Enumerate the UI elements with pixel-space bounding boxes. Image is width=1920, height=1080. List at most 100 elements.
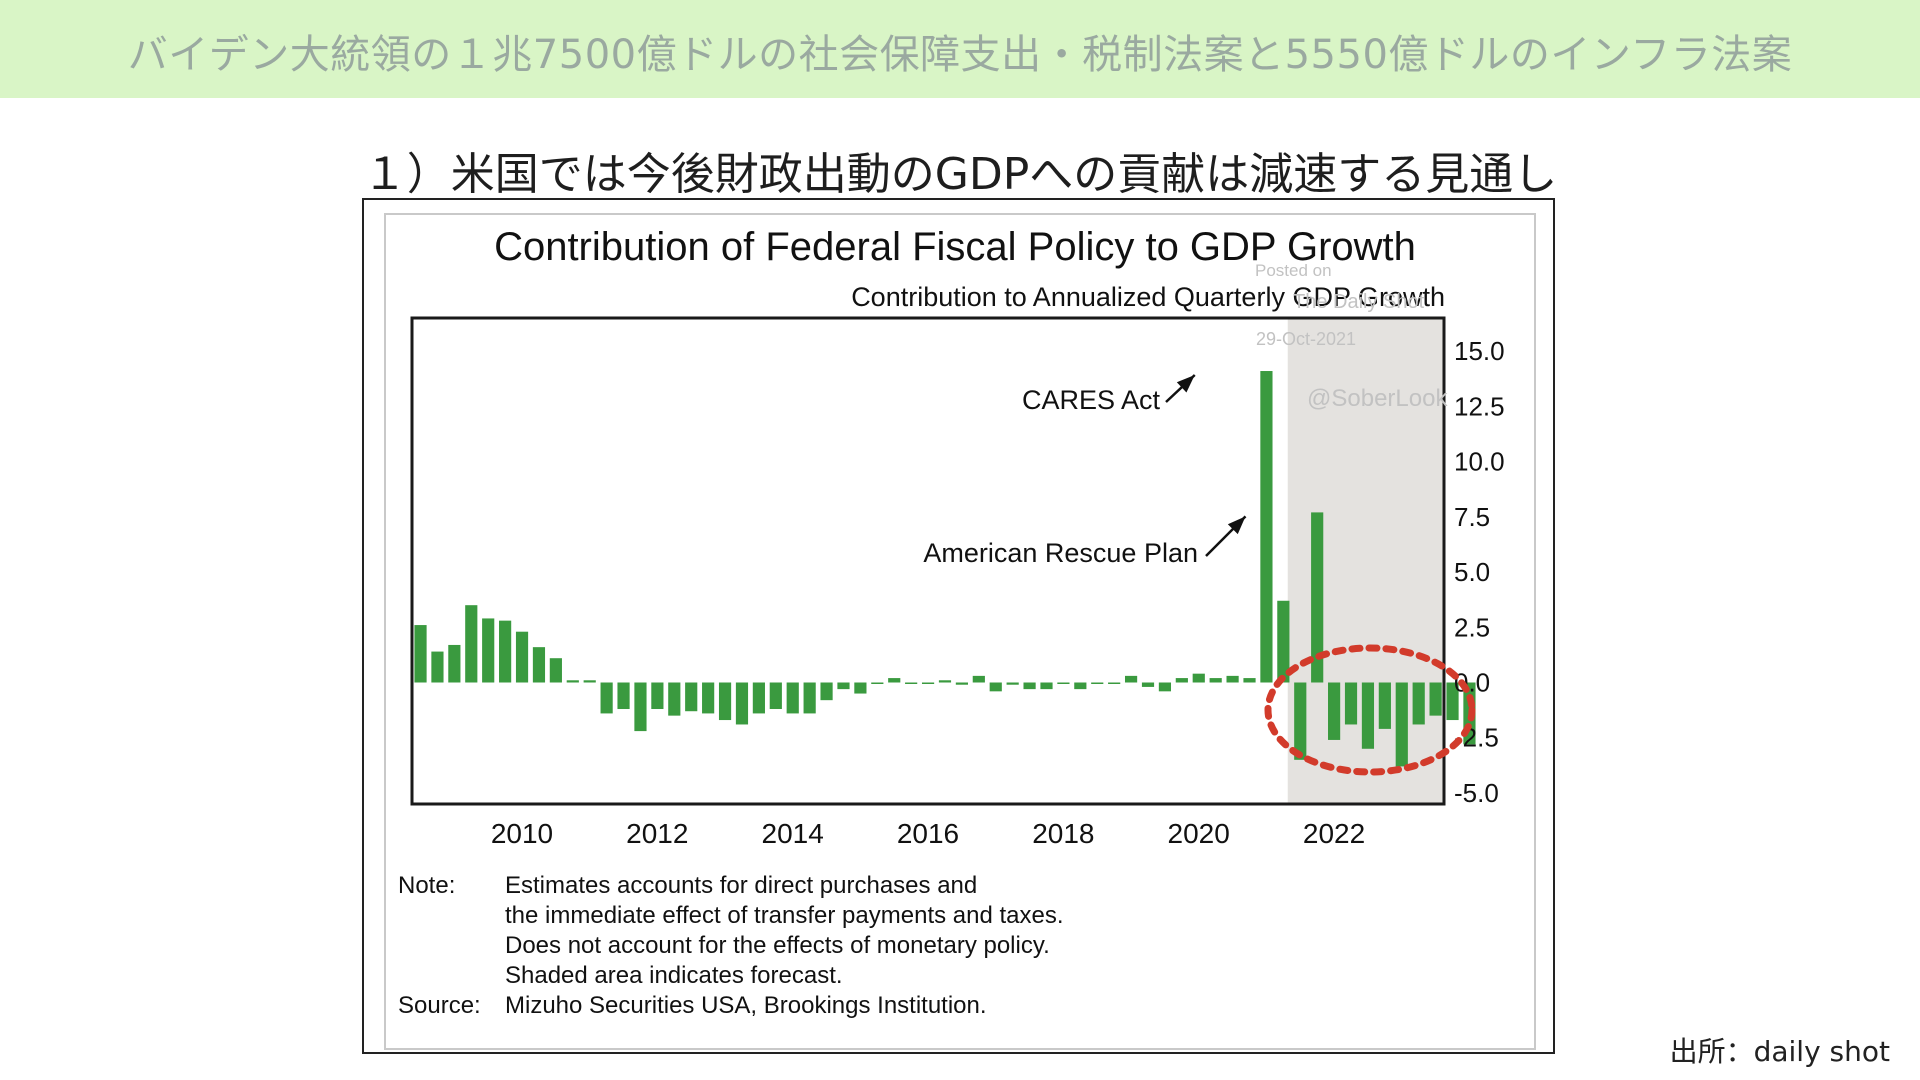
arrowhead-cares-act bbox=[1176, 375, 1195, 393]
bar bbox=[1311, 512, 1324, 683]
bar bbox=[1328, 682, 1341, 740]
y-tick-label: -5.0 bbox=[1454, 778, 1499, 808]
y-tick-label: -2.5 bbox=[1454, 723, 1499, 753]
bar bbox=[1006, 682, 1019, 685]
bar bbox=[735, 682, 749, 725]
bar bbox=[1040, 682, 1053, 690]
bar bbox=[955, 682, 968, 685]
chart-subtitle: Contribution to Annualized Quarterly GDP… bbox=[851, 282, 1445, 312]
bar bbox=[634, 682, 647, 732]
bar bbox=[1446, 682, 1459, 721]
bar bbox=[566, 680, 579, 683]
x-tick-label: 2018 bbox=[1032, 818, 1094, 849]
annotation-american-rescue-plan: American Rescue Plan bbox=[923, 538, 1198, 568]
note-line-2: the immediate effect of transfer payment… bbox=[505, 902, 1064, 929]
bar bbox=[820, 682, 833, 701]
slide-subtitle: １）米国では今後財政出動のGDPへの貢献は減速する見通し bbox=[362, 149, 1558, 200]
bar bbox=[431, 651, 444, 683]
arrowhead-american-rescue-plan bbox=[1227, 516, 1246, 535]
x-tick-label: 2020 bbox=[1168, 818, 1230, 849]
note-line-3: Does not account for the effects of mone… bbox=[505, 932, 1050, 959]
watermark-line1: Posted on bbox=[1255, 261, 1332, 280]
bar bbox=[532, 647, 546, 683]
source-credit: 出所：daily shot bbox=[1669, 1035, 1890, 1068]
bar bbox=[702, 682, 715, 714]
note-label: Note: bbox=[398, 872, 455, 899]
bar bbox=[1226, 675, 1239, 683]
plot-area-border bbox=[410, 316, 1446, 806]
bar bbox=[1378, 682, 1391, 729]
bar bbox=[769, 682, 782, 710]
y-tick-label: 12.5 bbox=[1454, 391, 1505, 421]
y-axis: 15.012.510.07.55.02.50.0-2.5-5.0 bbox=[1454, 336, 1505, 808]
watermark-handle: @SoberLook bbox=[1307, 385, 1448, 412]
bar bbox=[752, 682, 765, 714]
bar bbox=[651, 682, 664, 710]
bar bbox=[1141, 682, 1155, 687]
bar bbox=[1023, 682, 1036, 690]
bar bbox=[803, 682, 816, 714]
x-tick-label: 2010 bbox=[491, 818, 553, 849]
bar bbox=[482, 618, 495, 683]
watermark-line3: 29-Oct-2021 bbox=[1256, 329, 1356, 349]
x-tick-label: 2012 bbox=[626, 818, 688, 849]
bar bbox=[465, 605, 478, 683]
bar bbox=[938, 680, 952, 683]
bar bbox=[1344, 682, 1358, 725]
bar bbox=[1361, 682, 1375, 749]
forecast-highlight-circle bbox=[1264, 644, 1476, 776]
bar bbox=[685, 682, 698, 712]
bar bbox=[515, 631, 529, 683]
bar bbox=[1108, 682, 1121, 684]
bar bbox=[600, 682, 613, 714]
bar bbox=[1243, 678, 1256, 683]
bar bbox=[1260, 371, 1273, 683]
bar bbox=[1429, 682, 1442, 716]
bar bbox=[1412, 682, 1425, 725]
bar bbox=[1209, 678, 1222, 683]
bar bbox=[499, 620, 512, 683]
top-banner: バイデン大統領の１兆7500億ドルの社会保障支出・税制法案と5550億ドルのイン… bbox=[0, 0, 1920, 98]
x-axis: 2010 2012 2014 2016 2018 2020 2022 bbox=[491, 818, 1365, 849]
bar bbox=[414, 625, 427, 683]
x-tick-label: 2014 bbox=[762, 818, 824, 849]
x-tick-label: 2022 bbox=[1303, 818, 1365, 849]
bar bbox=[583, 680, 596, 683]
y-tick-label: 10.0 bbox=[1454, 447, 1505, 477]
bar bbox=[854, 682, 867, 694]
bar bbox=[1192, 673, 1205, 683]
bar bbox=[448, 644, 461, 683]
annotations: CARES Act American Rescue Plan bbox=[923, 374, 1247, 568]
banner-title: バイデン大統領の１兆7500億ドルの社会保障支出・税制法案と5550億ドルのイン… bbox=[127, 32, 1793, 78]
bar bbox=[888, 678, 901, 683]
watermark: Posted on The Daily Shot 29-Oct-2021 @So… bbox=[1255, 261, 1448, 412]
note-line-4: Shaded area indicates forecast. bbox=[505, 962, 843, 989]
source-label: Source: bbox=[398, 992, 481, 1019]
bar bbox=[1175, 678, 1188, 683]
bar bbox=[1074, 682, 1087, 690]
y-tick-label: 5.0 bbox=[1454, 557, 1490, 587]
bar bbox=[786, 682, 799, 714]
bar bbox=[972, 675, 985, 683]
bar bbox=[871, 682, 884, 684]
bar bbox=[1294, 682, 1307, 760]
bar bbox=[549, 658, 562, 683]
bar bbox=[1124, 675, 1138, 683]
bar bbox=[718, 682, 732, 721]
bar bbox=[837, 682, 850, 690]
bar bbox=[1158, 682, 1172, 692]
y-tick-label: 7.5 bbox=[1454, 502, 1490, 532]
bar bbox=[905, 682, 918, 684]
chart-inner-border bbox=[384, 213, 1536, 1050]
bar bbox=[1057, 682, 1070, 684]
watermark-line2: The Daily Shot bbox=[1293, 291, 1425, 313]
chart-notes: Note: Estimates accounts for direct purc… bbox=[398, 872, 1064, 1019]
bar bbox=[989, 682, 1002, 692]
chart-title: Contribution of Federal Fiscal Policy to… bbox=[494, 225, 1416, 269]
annotation-cares-act: CARES Act bbox=[1022, 385, 1161, 415]
note-line-1: Estimates accounts for direct purchases … bbox=[505, 872, 977, 899]
x-tick-label: 2016 bbox=[897, 818, 959, 849]
bar bbox=[1091, 682, 1104, 684]
bars-layer bbox=[414, 371, 1476, 767]
